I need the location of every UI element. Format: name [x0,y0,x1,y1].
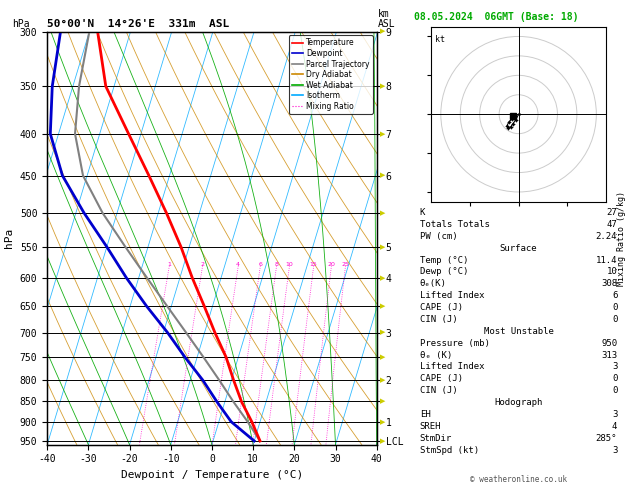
Text: K: K [420,208,425,217]
Text: Most Unstable: Most Unstable [484,327,554,336]
Text: 6: 6 [612,291,617,300]
Text: © weatheronline.co.uk: © weatheronline.co.uk [470,474,567,484]
Text: 950: 950 [601,339,617,347]
Text: Mixing Ratio (g/kg): Mixing Ratio (g/kg) [617,191,626,286]
Text: SREH: SREH [420,422,442,431]
Text: 8: 8 [274,262,279,267]
Text: θₑ(K): θₑ(K) [420,279,447,288]
Text: ▶: ▶ [380,354,385,360]
Text: ▶: ▶ [380,377,385,383]
Text: 0: 0 [612,374,617,383]
Text: 47: 47 [606,220,617,229]
Text: 4: 4 [612,422,617,431]
Text: Dewp (°C): Dewp (°C) [420,267,468,277]
Text: ▶: ▶ [380,131,385,137]
Text: kt: kt [435,35,445,44]
Text: ▶: ▶ [380,438,385,444]
Text: 15: 15 [309,262,318,267]
Text: 4: 4 [236,262,240,267]
Text: ▶: ▶ [380,210,385,216]
Text: ▶: ▶ [380,330,385,335]
Text: ▶: ▶ [380,244,385,250]
Text: CIN (J): CIN (J) [420,315,457,324]
Text: EH: EH [420,410,431,419]
Text: 08.05.2024  06GMT (Base: 18): 08.05.2024 06GMT (Base: 18) [415,12,579,22]
Text: 1: 1 [167,262,171,267]
Text: 11.4: 11.4 [596,256,617,264]
Text: CIN (J): CIN (J) [420,386,457,395]
Text: ▶: ▶ [380,83,385,89]
Text: ▶: ▶ [380,173,385,178]
Text: 0: 0 [612,386,617,395]
Legend: Temperature, Dewpoint, Parcel Trajectory, Dry Adiabat, Wet Adiabat, Isotherm, Mi: Temperature, Dewpoint, Parcel Trajectory… [289,35,373,114]
Text: StmSpd (kt): StmSpd (kt) [420,446,479,454]
Text: 3: 3 [612,446,617,454]
Text: Temp (°C): Temp (°C) [420,256,468,264]
Text: ▶: ▶ [380,303,385,309]
Text: ▶: ▶ [380,419,385,425]
Text: 20: 20 [327,262,335,267]
Text: Surface: Surface [500,243,537,253]
Text: 2.24: 2.24 [596,232,617,241]
Text: ▶: ▶ [380,29,385,35]
Text: km
ASL: km ASL [378,9,396,29]
Text: 27: 27 [606,208,617,217]
Text: 313: 313 [601,350,617,360]
Text: CAPE (J): CAPE (J) [420,303,463,312]
Text: CAPE (J): CAPE (J) [420,374,463,383]
Text: 0: 0 [612,303,617,312]
Text: PW (cm): PW (cm) [420,232,457,241]
Text: 285°: 285° [596,434,617,443]
Text: 3: 3 [612,410,617,419]
X-axis label: Dewpoint / Temperature (°C): Dewpoint / Temperature (°C) [121,470,303,480]
Text: ▶: ▶ [380,275,385,281]
Text: Lifted Index: Lifted Index [420,363,484,371]
Text: 25: 25 [342,262,349,267]
Text: 0: 0 [612,315,617,324]
Text: 308: 308 [601,279,617,288]
Text: 50°00'N  14°26'E  331m  ASL: 50°00'N 14°26'E 331m ASL [47,19,230,29]
Text: Lifted Index: Lifted Index [420,291,484,300]
Text: 3: 3 [612,363,617,371]
Text: Hodograph: Hodograph [494,398,543,407]
Text: 10: 10 [606,267,617,277]
Text: 2: 2 [201,262,204,267]
Text: Pressure (mb): Pressure (mb) [420,339,490,347]
Text: ▶: ▶ [380,399,385,404]
Text: 10: 10 [286,262,293,267]
Text: Totals Totals: Totals Totals [420,220,490,229]
Text: StmDir: StmDir [420,434,452,443]
Y-axis label: hPa: hPa [4,228,14,248]
Text: hPa: hPa [13,19,30,29]
Text: 6: 6 [259,262,262,267]
Text: θₑ (K): θₑ (K) [420,350,452,360]
